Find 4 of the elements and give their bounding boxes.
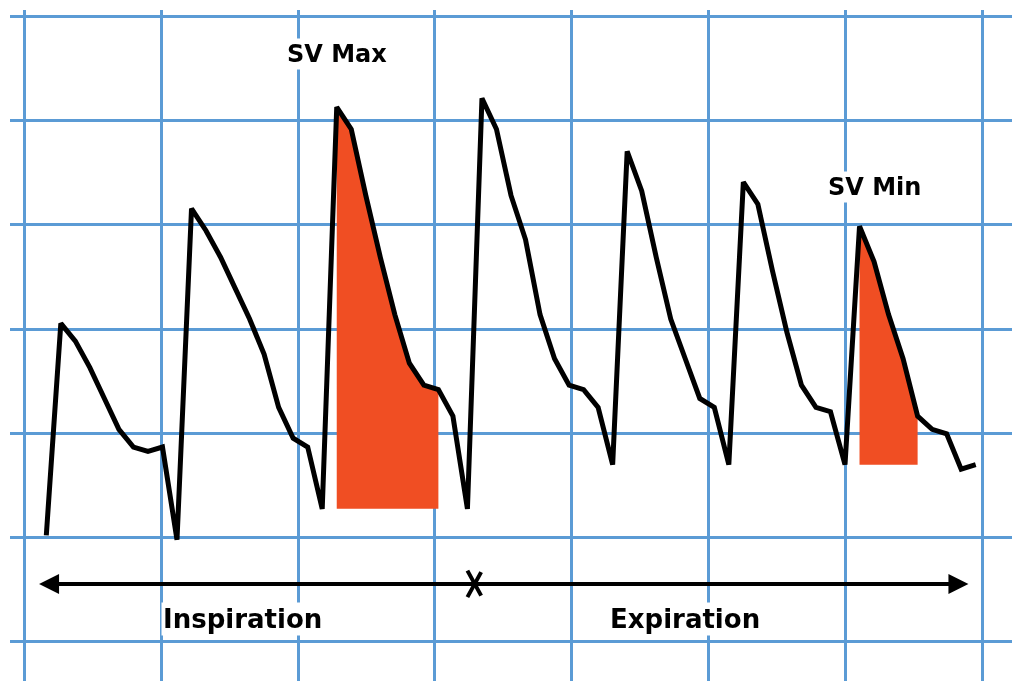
text: Expiration — [610, 604, 761, 634]
annotation: SV Min — [828, 173, 922, 201]
text: Inspiration — [163, 604, 323, 634]
text: SV Max — [287, 40, 388, 68]
